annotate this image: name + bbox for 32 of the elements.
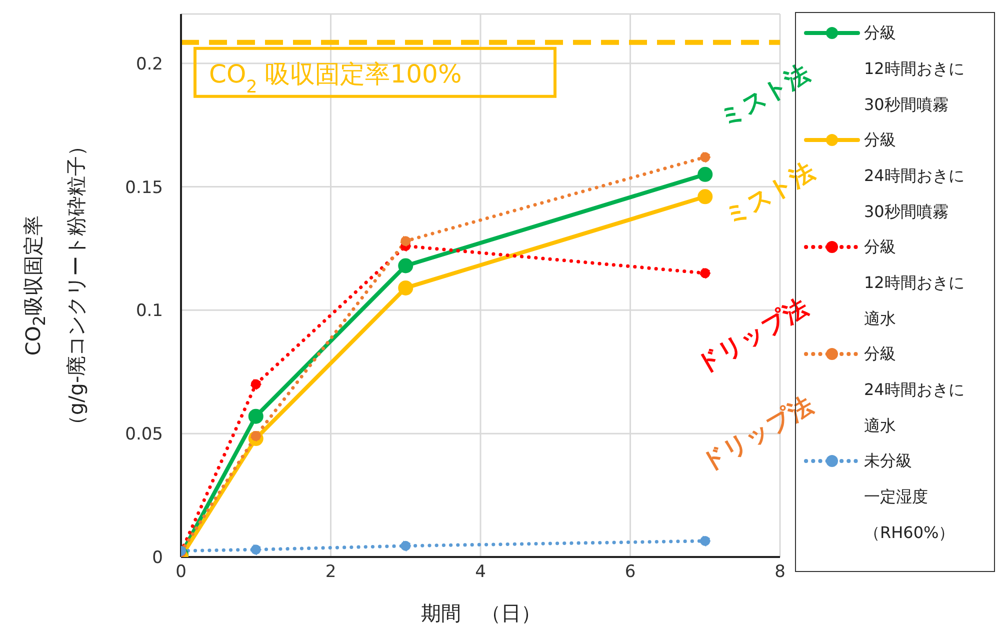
point [700,152,711,163]
point [250,378,262,390]
annotation: ミスト法 [714,58,816,135]
legend-label: 未分級一定湿度（RH60%） [864,450,955,544]
x-tick-label: 2 [325,562,336,582]
point [400,236,412,247]
x-tick-label: 0 [176,562,186,582]
point [400,540,412,552]
annotation: ミスト法 [718,156,820,233]
point [398,280,414,296]
legend-label: 分級24時間おきに適水 [864,343,964,437]
point [248,408,264,424]
y-tick-label: 0.15 [125,178,163,198]
x-tick-label: 4 [475,562,486,582]
legend-label: 分級12時間おきに30秒間噴霧 [864,22,964,116]
point [698,166,713,182]
point [398,258,414,274]
point [700,535,711,546]
x-tick-label: 6 [624,562,636,582]
y-tick-label: 0 [152,548,163,568]
x-tick-label: 8 [774,562,786,582]
x-axis-title: 期間 （日） [420,600,542,627]
point [698,189,713,204]
ref-line-label: CO$_{2}$吸収固定率100% [209,59,462,98]
y-tick-label: 0.1 [136,301,163,322]
legend-label: 分級24時間おきに30秒間噴霧 [864,129,964,223]
y-tick-label: 0.05 [125,424,163,445]
y-tick-label: 0.2 [136,54,163,74]
legend-label: 分級12時間おきに適水 [864,236,964,330]
annotation: ドリップ法 [690,292,814,381]
point [250,544,262,556]
point [700,268,711,279]
